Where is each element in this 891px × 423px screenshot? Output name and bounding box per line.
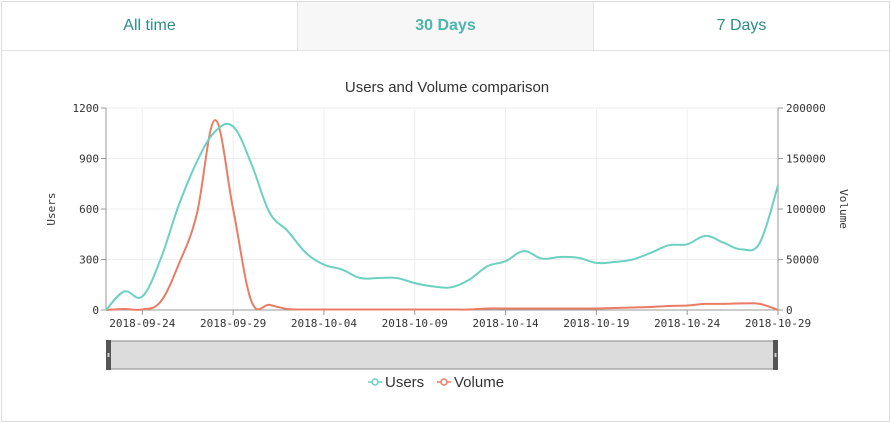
range-slider-grip-left [107,353,110,357]
series-lines [105,119,779,311]
left-tick-label: 300 [79,254,99,267]
x-tick-label: 2018-10-09 [382,317,448,330]
legend-volume-marker [440,378,448,386]
series-line-volume [105,119,779,311]
range-tabs: All time 30 Days 7 Days [2,2,889,51]
x-axis-ticks: 2018-09-24 2018-09-29 2018-10-04 2018-10-09… [109,310,811,330]
right-tick-label: 150000 [786,153,826,166]
legend-item-users[interactable]: Users [368,374,424,391]
users-volume-chart: Users and Volume comparison 0 300 600 900 12… [45,79,850,391]
right-tick-label: 200000 [786,102,826,115]
right-tick-label: 50000 [786,254,819,267]
x-tick-label: 2018-09-29 [200,317,266,330]
x-tick-label: 2018-10-29 [745,317,811,330]
range-slider-track[interactable] [106,340,778,370]
range-slider-grip-right [774,353,777,357]
tab-30-days[interactable]: 30 Days [298,2,594,50]
legend-users-label: Users [385,374,424,391]
legend-item-volume[interactable]: Volume [437,374,504,391]
series-line-users [105,122,779,311]
right-tick-label: 0 [786,304,793,317]
right-tick-label: 100000 [786,203,826,216]
x-tick-label: 2018-10-04 [291,317,358,330]
chart-grid [106,107,778,310]
tab-7-days[interactable]: 7 Days [594,2,889,50]
chart-title: Users and Volume comparison [345,79,549,96]
x-tick-label: 2018-10-19 [563,317,629,330]
left-axis-label: Users [45,192,58,225]
tab-all-time[interactable]: All time [2,2,298,50]
legend-users-marker [371,378,379,386]
left-axis-ticks: 0 300 600 900 1200 [73,102,106,317]
left-tick-label: 0 [92,304,99,317]
legend-volume-label: Volume [454,374,504,391]
x-tick-label: 2018-10-14 [472,317,539,330]
range-slider[interactable] [106,340,778,370]
left-tick-label: 600 [79,203,99,216]
x-tick-label: 2018-10-24 [654,317,721,330]
left-tick-label: 1200 [73,102,100,115]
chart-legend: Users Volume [368,374,504,391]
x-tick-label: 2018-09-24 [109,317,176,330]
right-axis-ticks: 0 50000 100000 150000 200000 [778,102,826,317]
left-tick-label: 900 [79,153,99,166]
right-axis-label: Volume [837,189,850,229]
